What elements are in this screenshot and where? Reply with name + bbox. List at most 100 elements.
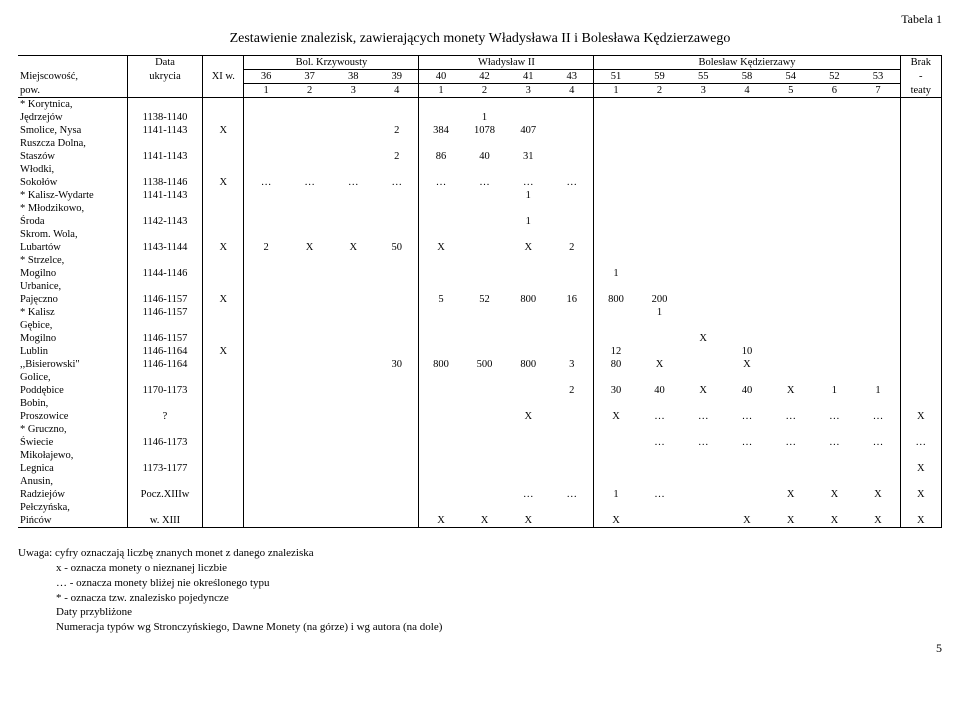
cell [681, 267, 725, 280]
hdr-top-11: 58 [725, 70, 769, 84]
cell [463, 306, 507, 319]
row-label: Lublin [18, 345, 127, 358]
cell: … [769, 436, 813, 449]
cell: 2 [550, 241, 594, 254]
cell-xi [203, 215, 244, 228]
cell: X [681, 332, 725, 345]
cell: … [725, 436, 769, 449]
cell [594, 501, 638, 514]
cell [419, 189, 463, 202]
cell [594, 436, 638, 449]
cell [856, 176, 900, 189]
cell [506, 384, 550, 397]
cell [900, 475, 941, 488]
findings-table: Data Bol. Krzywousty Władysław II Bolesł… [18, 55, 942, 528]
cell [769, 111, 813, 124]
cell-xi [203, 384, 244, 397]
cell: … [506, 488, 550, 501]
cell [594, 319, 638, 332]
hdr-bot-6: 3 [506, 84, 550, 98]
cell [856, 189, 900, 202]
cell: 1 [463, 111, 507, 124]
cell: … [681, 436, 725, 449]
cell-brak: X [900, 462, 941, 475]
cell-date: 1144-1146 [127, 267, 202, 280]
cell [856, 358, 900, 371]
cell [244, 475, 288, 488]
table-label: Tabela 1 [18, 12, 942, 27]
cell [681, 150, 725, 163]
cell [725, 293, 769, 306]
cell [813, 293, 857, 306]
cell [244, 488, 288, 501]
cell [288, 462, 332, 475]
cell: 31 [506, 150, 550, 163]
cell [638, 462, 682, 475]
cell [900, 228, 941, 241]
cell-xi [203, 332, 244, 345]
cell [900, 319, 941, 332]
cell: 16 [550, 293, 594, 306]
cell [900, 137, 941, 150]
cell [681, 241, 725, 254]
cell [681, 215, 725, 228]
cell [127, 137, 202, 150]
cell [769, 293, 813, 306]
row-label: * Korytnica, [18, 98, 127, 112]
cell [244, 98, 288, 112]
cell [725, 306, 769, 319]
cell [203, 449, 244, 462]
hdr-date-2: ukrycia [127, 70, 202, 84]
cell [127, 449, 202, 462]
cell-brak: X [900, 488, 941, 501]
cell [856, 215, 900, 228]
cell [419, 462, 463, 475]
cell [638, 241, 682, 254]
cell [856, 267, 900, 280]
cell [506, 462, 550, 475]
cell-brak [900, 124, 941, 137]
cell [331, 462, 375, 475]
cell [203, 501, 244, 514]
cell [244, 514, 288, 528]
row-label: * Kalisz-Wydarte [18, 189, 127, 202]
cell [638, 215, 682, 228]
cell [127, 423, 202, 436]
cell-date: 1146-1157 [127, 293, 202, 306]
cell [725, 462, 769, 475]
cell [725, 267, 769, 280]
hdr-group-wlad: Władysław II [419, 56, 594, 70]
cell [203, 319, 244, 332]
cell-date: 1141-1143 [127, 150, 202, 163]
cell: … [638, 410, 682, 423]
row-label: Mogilno [18, 332, 127, 345]
row-label: Pełczyńska, [18, 501, 127, 514]
cell-brak: X [900, 514, 941, 528]
cell: X [769, 488, 813, 501]
cell [288, 124, 332, 137]
cell: 3 [550, 358, 594, 371]
cell-xi [203, 150, 244, 163]
cell: X [506, 514, 550, 528]
cell [594, 124, 638, 137]
cell [594, 371, 638, 384]
cell [900, 202, 941, 215]
cell [638, 345, 682, 358]
cell [725, 189, 769, 202]
cell: X [506, 241, 550, 254]
cell [203, 254, 244, 267]
cell-brak [900, 189, 941, 202]
cell [769, 267, 813, 280]
hdr-bot-8: 1 [594, 84, 638, 98]
cell [244, 124, 288, 137]
hdr-bot-12: 5 [769, 84, 813, 98]
cell: X [594, 410, 638, 423]
cell: X [813, 488, 857, 501]
cell [288, 189, 332, 202]
cell [288, 267, 332, 280]
row-label: Gębice, [18, 319, 127, 332]
hdr-brak-3: teaty [900, 84, 941, 98]
cell [375, 267, 419, 280]
cell-date: 1173-1177 [127, 462, 202, 475]
cell [375, 345, 419, 358]
